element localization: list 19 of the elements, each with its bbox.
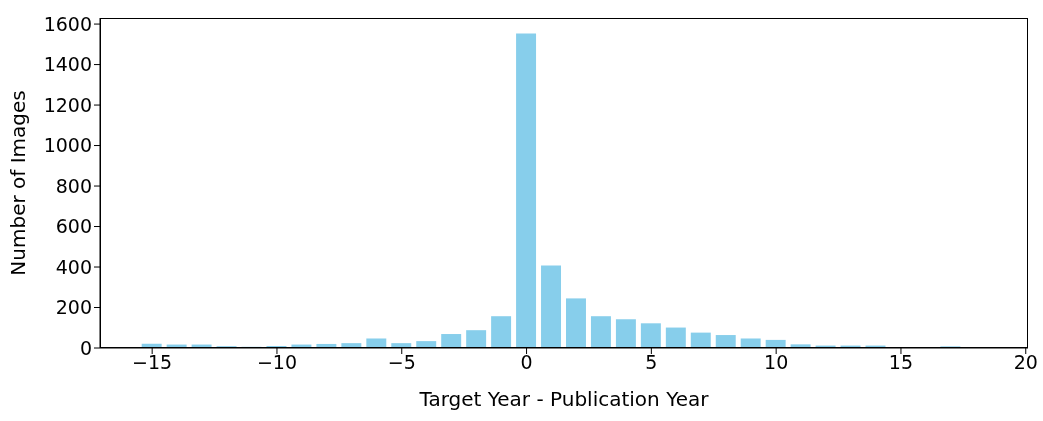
y-tick-label: 0 [79,336,92,359]
y-tick-label: 400 [55,255,92,278]
x-tick-label: 10 [764,351,789,374]
y-tick-label: 1200 [43,93,92,116]
y-tick-label: 800 [55,174,92,197]
x-axis-title: Target Year - Publication Year [418,387,710,411]
y-tick-label: 200 [55,296,92,319]
x-tick-label: 15 [888,351,914,374]
y-tick-label: 1400 [43,53,92,76]
x-tick-label: −5 [387,351,416,374]
x-tick-label: 5 [645,351,658,374]
y-tick-label: 600 [55,215,92,238]
x-tick-label: 20 [1013,351,1038,374]
x-tick-label: 0 [520,351,533,374]
y-axis-title: Number of Images [6,90,31,276]
x-tick-label: −10 [256,351,298,374]
x-tick-label: −15 [132,351,173,374]
y-tick-label: 1000 [43,134,92,157]
y-tick-label: 1600 [43,12,92,35]
